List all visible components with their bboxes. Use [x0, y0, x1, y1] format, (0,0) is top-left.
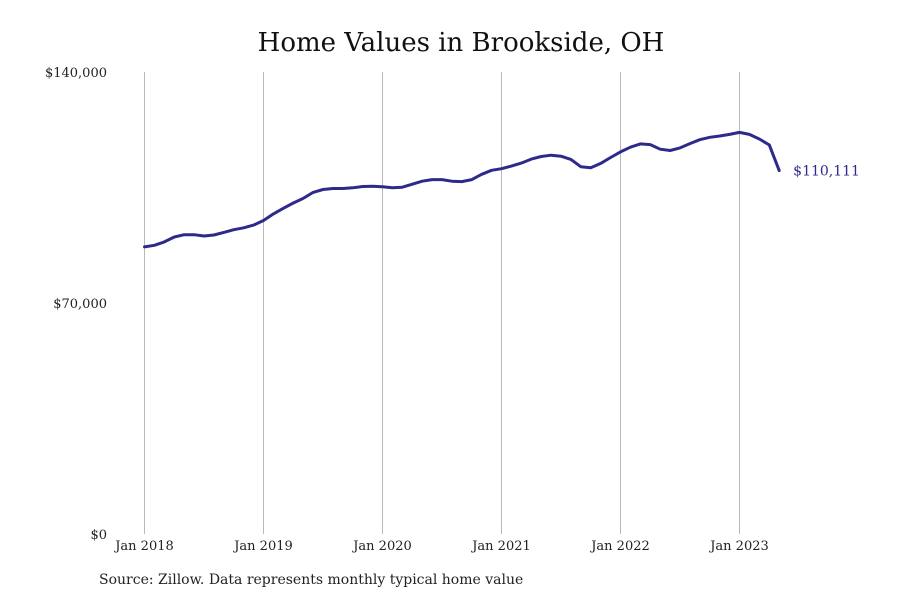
source-note: Source: Zillow. Data represents monthly … — [99, 572, 524, 588]
y-axis: $0 $70,000 $140,000 — [45, 66, 107, 543]
end-label-layer: $110,111 — [793, 164, 860, 180]
chart-title: Home Values in Brookside, OH — [257, 28, 665, 58]
x-tick-label: Jan 2020 — [351, 539, 412, 554]
y-tick-label: $0 — [90, 528, 107, 543]
x-tick-label: Jan 2023 — [708, 539, 769, 554]
x-tick-label: Jan 2019 — [232, 539, 293, 554]
x-tick-label: Jan 2022 — [589, 539, 650, 554]
series-layer — [143, 130, 781, 249]
x-tick-label: Jan 2018 — [113, 539, 174, 554]
x-axis: Jan 2018 Jan 2019 Jan 2020 Jan 2021 Jan 2022… — [113, 539, 769, 554]
series-line — [143, 130, 781, 249]
x-tick-label: Jan 2021 — [470, 539, 531, 554]
y-tick-label: $70,000 — [53, 297, 107, 312]
end-value-label: $110,111 — [793, 164, 860, 180]
y-tick-label: $140,000 — [45, 66, 107, 81]
gridlines — [144, 72, 740, 534]
